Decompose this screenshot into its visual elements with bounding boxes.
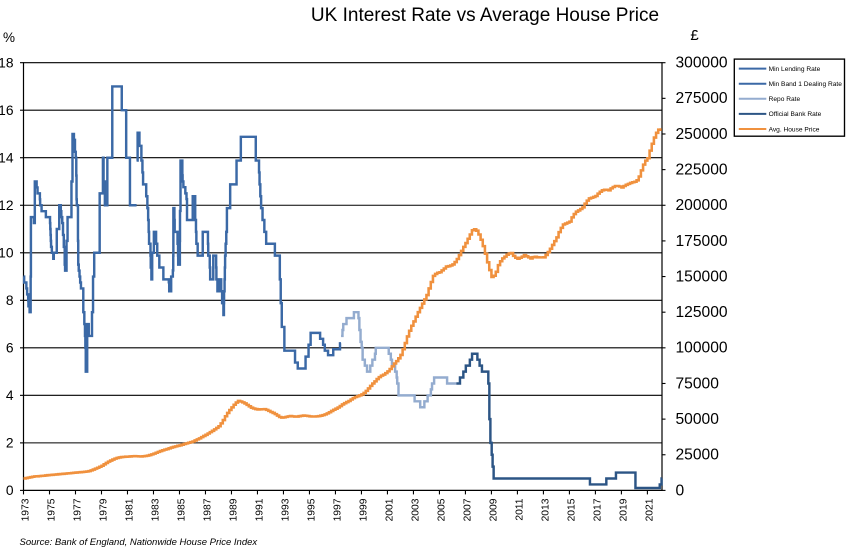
svg-text:1995: 1995 (307, 498, 318, 521)
svg-text:1985: 1985 (177, 498, 188, 521)
svg-text:125000: 125000 (676, 304, 728, 321)
svg-text:0: 0 (6, 483, 14, 498)
svg-text:6: 6 (6, 341, 14, 356)
svg-text:14: 14 (0, 151, 14, 166)
svg-text:Source: Bank of England, Natio: Source: Bank of England, Nationwide Hous… (20, 537, 259, 548)
svg-text:1975: 1975 (47, 498, 58, 521)
svg-text:Avg. House Price: Avg. House Price (769, 126, 820, 133)
svg-text:175000: 175000 (676, 233, 728, 250)
svg-text:4: 4 (6, 388, 14, 403)
svg-text:2021: 2021 (645, 498, 656, 521)
svg-text:1979: 1979 (99, 498, 110, 521)
svg-text:250000: 250000 (676, 126, 728, 143)
svg-text:225000: 225000 (676, 162, 728, 179)
svg-text:12: 12 (0, 198, 14, 213)
svg-text:Min Band 1 Dealing Rate: Min Band 1 Dealing Rate (769, 81, 843, 88)
svg-text:300000: 300000 (676, 55, 728, 72)
svg-text:2017: 2017 (593, 498, 604, 521)
svg-text:2009: 2009 (489, 498, 500, 521)
svg-text:25000: 25000 (676, 447, 720, 464)
svg-text:2015: 2015 (567, 498, 578, 521)
svg-text:0: 0 (676, 482, 685, 499)
svg-text:1999: 1999 (359, 498, 370, 521)
svg-text:10: 10 (0, 246, 14, 261)
svg-text:1991: 1991 (255, 498, 266, 521)
svg-text:1983: 1983 (151, 498, 162, 521)
svg-text:%: % (3, 30, 15, 45)
svg-text:1987: 1987 (203, 498, 214, 521)
svg-text:1989: 1989 (229, 498, 240, 521)
svg-text:200000: 200000 (676, 197, 728, 214)
svg-text:2011: 2011 (515, 498, 526, 520)
svg-text:275000: 275000 (676, 90, 728, 107)
svg-text:Official Bank Rate: Official Bank Rate (769, 111, 822, 118)
svg-text:150000: 150000 (676, 268, 728, 285)
svg-text:50000: 50000 (676, 411, 720, 428)
svg-text:1977: 1977 (73, 498, 84, 521)
svg-text:18: 18 (0, 56, 14, 71)
svg-text:1973: 1973 (21, 498, 32, 521)
svg-text:1997: 1997 (333, 498, 344, 521)
svg-text:2003: 2003 (411, 498, 422, 521)
svg-text:UK Interest Rate vs Average Ho: UK Interest Rate vs Average House Price (311, 5, 659, 26)
svg-text:1981: 1981 (125, 498, 136, 521)
svg-text:100000: 100000 (676, 340, 728, 357)
svg-text:2007: 2007 (463, 498, 474, 521)
svg-text:£: £ (690, 27, 699, 44)
svg-text:2: 2 (6, 436, 14, 451)
svg-text:75000: 75000 (676, 375, 720, 392)
svg-text:2001: 2001 (385, 498, 396, 521)
svg-text:1993: 1993 (281, 498, 292, 521)
svg-text:Repo Rate: Repo Rate (769, 96, 801, 103)
svg-text:2013: 2013 (541, 498, 552, 521)
svg-text:2019: 2019 (619, 498, 630, 521)
svg-text:8: 8 (6, 293, 14, 308)
svg-text:16: 16 (0, 103, 14, 118)
svg-text:Min Lending Rate: Min Lending Rate (769, 66, 821, 73)
svg-text:2005: 2005 (437, 498, 448, 521)
